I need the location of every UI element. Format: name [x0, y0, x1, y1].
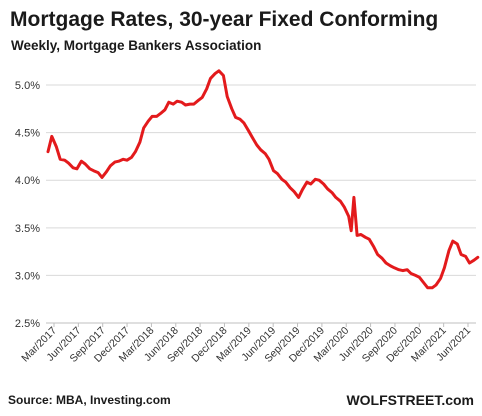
source-note: Source: MBA, Investing.com [8, 393, 171, 407]
chart-title: Mortgage Rates, 30-year Fixed Conforming [10, 8, 439, 31]
series-group [46, 69, 480, 290]
y-tick-label: 4.5% [15, 128, 40, 140]
y-tick-label: 4.0% [15, 175, 40, 187]
line-chart: 2.5% 3.0% 3.5% 4.0% 4.5% 5.0% Mar/2017Jun/201… [15, 69, 480, 365]
x-axis-ticks: Mar/2017Jun/2017Sep/2017Dec/2017Mar/2018… [19, 323, 473, 365]
y-tick-label: 3.5% [15, 223, 40, 235]
y-tick-label: 3.0% [15, 270, 40, 282]
chart-subtitle: Weekly, Mortgage Bankers Association [11, 38, 262, 53]
brand-watermark: WOLFSTREET.com [346, 392, 474, 408]
series-line-mortgage-rate [46, 69, 480, 290]
y-tick-label: 5.0% [15, 80, 40, 92]
gridlines [46, 84, 476, 276]
y-tick-label: 2.5% [15, 318, 40, 330]
y-axis-ticks: 2.5% 3.0% 3.5% 4.0% 4.5% 5.0% [15, 80, 40, 330]
